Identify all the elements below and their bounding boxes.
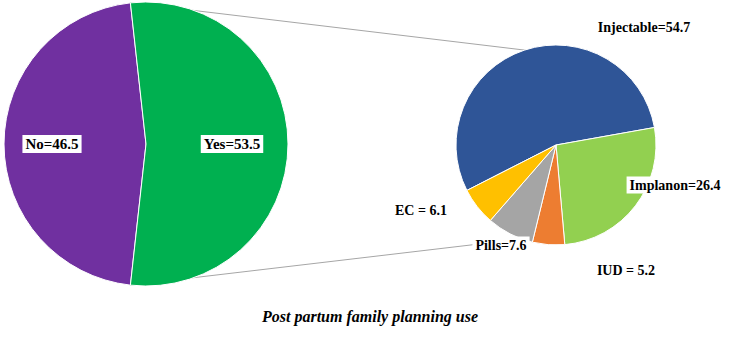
label-box <box>594 262 658 279</box>
title: Post partum family planning use <box>261 308 478 326</box>
label-box <box>595 19 693 36</box>
data-label: EC = 6.1 <box>395 203 447 218</box>
pie-0 <box>4 2 288 286</box>
labels-0: No=46.5 Yes=53.5 <box>22 135 263 153</box>
label-box <box>392 202 450 219</box>
slice <box>130 2 288 286</box>
data-label: Yes=53.5 <box>204 136 260 152</box>
data-label: IUD = 5.2 <box>597 263 655 278</box>
label-box <box>472 237 529 254</box>
label-box <box>201 135 263 153</box>
data-label: Implanon=26.4 <box>630 178 721 193</box>
label-box <box>627 177 724 194</box>
slice <box>4 3 146 285</box>
labels-1: Injectable=54.7 Implanon=26.4 IUD = 5.2 Pil… <box>392 19 723 279</box>
pie-1 <box>456 45 656 245</box>
data-label: No=46.5 <box>25 136 78 152</box>
slice <box>467 145 556 220</box>
label-box <box>22 135 81 153</box>
chart: No=46.5 Yes=53.5 Post partum family planni… <box>0 0 744 337</box>
data-label: Pills=7.6 <box>475 238 526 253</box>
data-label: Injectable=54.7 <box>598 20 690 35</box>
